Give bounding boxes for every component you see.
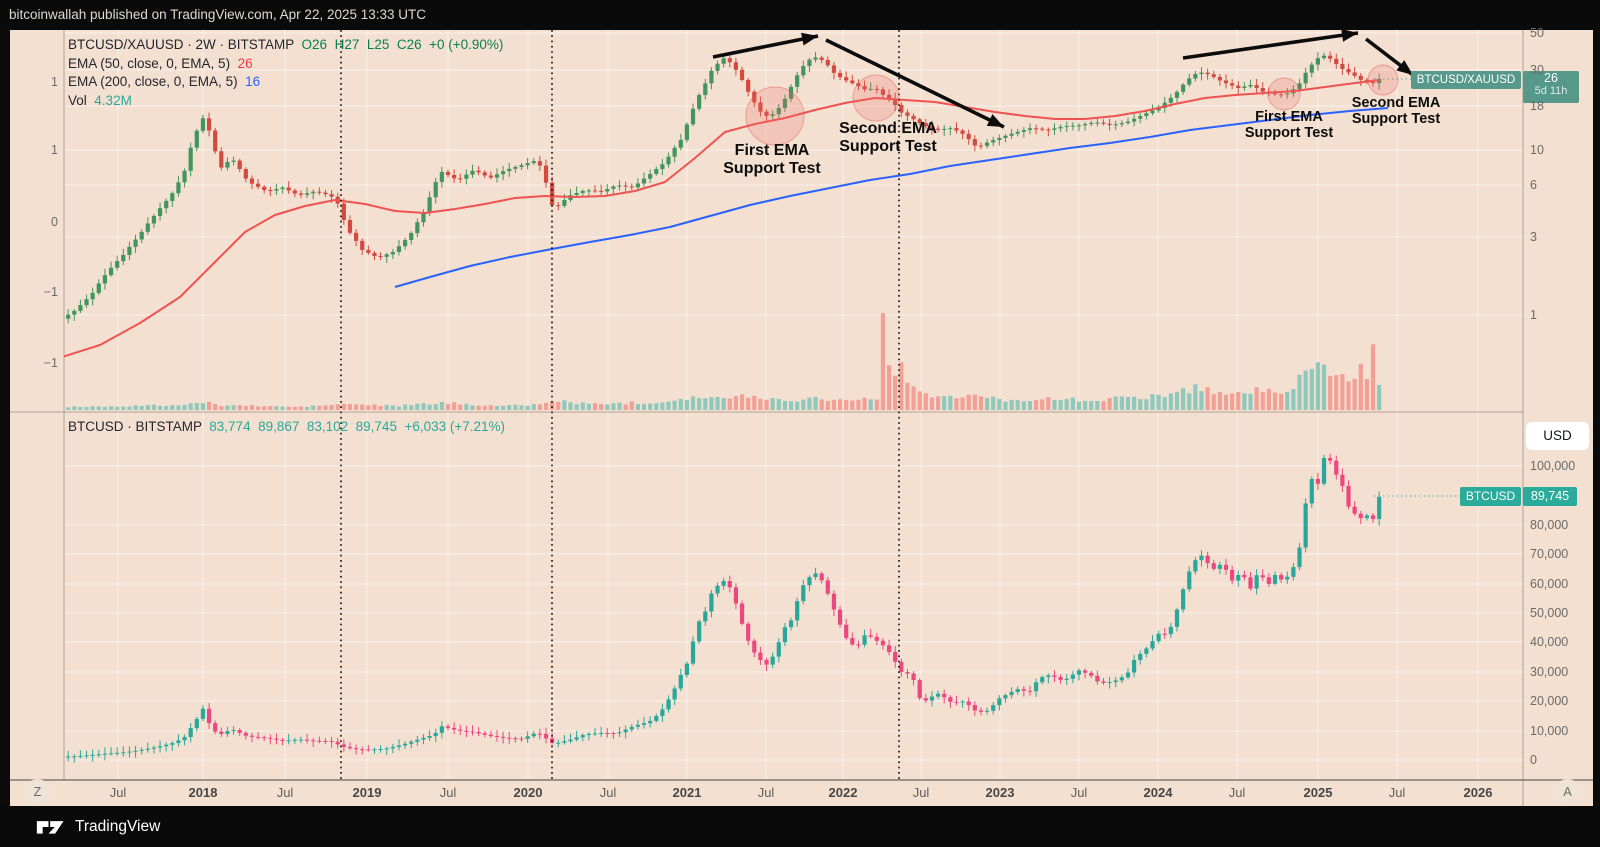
ratio-candle-countdown: 5d 11h bbox=[1534, 85, 1568, 97]
btc-legend: BTCUSD · BITSTAMP 83,774 89,867 83,102 8… bbox=[68, 419, 505, 434]
ratio-price-badge: 26 5d 11h bbox=[1523, 71, 1579, 103]
time-axis-month-label: Jul bbox=[1070, 785, 1088, 800]
time-axis-month-label: Jul bbox=[276, 785, 294, 800]
ratio-price-tick: 18 bbox=[1530, 99, 1544, 113]
footer-bar: TradingView bbox=[0, 806, 1600, 847]
ratio-legend-title-row: BTCUSD/XAUUSD · 2W · BITSTAMP O26 H27 L2… bbox=[68, 36, 503, 55]
time-axis-year-label: 2025 bbox=[1303, 785, 1333, 800]
btc-price-tick: 70,000 bbox=[1530, 547, 1569, 561]
ratio-price-tick: 1 bbox=[1530, 308, 1537, 322]
symbol-title: BTCUSD/XAUUSD · 2W · BITSTAMP bbox=[68, 37, 295, 52]
attribution-bar: bitcoinwallah published on TradingView.c… bbox=[0, 0, 1600, 30]
annotation-line1: First EMA bbox=[734, 142, 810, 159]
ratio-candles bbox=[66, 51, 1382, 324]
ratio-price-badge-symbol: BTCUSD/XAUUSD bbox=[1411, 71, 1521, 89]
time-axis-year-label: 2020 bbox=[513, 785, 543, 800]
grid-lines bbox=[64, 30, 1523, 780]
time-axis-month-label: Jul bbox=[439, 785, 457, 800]
ratio-legend: BTCUSD/XAUUSD · 2W · BITSTAMP O26 H27 L2… bbox=[68, 36, 503, 110]
time-axis-month-label: Jul bbox=[109, 785, 127, 800]
time-axis-year-label: 2018 bbox=[188, 785, 218, 800]
timeline-a-button[interactable]: A bbox=[1554, 779, 1581, 806]
footer-brand: TradingView bbox=[75, 817, 161, 835]
time-axis-month-label: Jul bbox=[757, 785, 775, 800]
annotation-line1: First EMA bbox=[1255, 109, 1323, 125]
ratio-left-axis-tick: 0 bbox=[51, 215, 58, 229]
ratio-price-tick: 10 bbox=[1530, 143, 1544, 157]
btc-candles bbox=[66, 453, 1382, 763]
btc-price-tick: 50,000 bbox=[1530, 606, 1569, 620]
btc-price-tick: 30,000 bbox=[1530, 665, 1569, 679]
volume-bars bbox=[66, 313, 1382, 410]
annotation-line2: Support Test bbox=[1351, 111, 1441, 127]
ema-test-highlight-circles bbox=[745, 64, 1399, 146]
time-axis-year-label: 2023 bbox=[985, 785, 1015, 800]
ema50-line bbox=[64, 79, 1381, 358]
timeline-z-button[interactable]: Z bbox=[24, 779, 51, 806]
annotation-line2: Support Test bbox=[723, 159, 821, 177]
btc-price-tick: 80,000 bbox=[1530, 518, 1569, 532]
currency-toggle-button[interactable]: USD bbox=[1526, 422, 1589, 450]
ohlc-values: O26 H27 L25 C26 +0 (+0.90%) bbox=[301, 37, 504, 52]
ema-support-annotation: First EMA Support Test bbox=[1245, 109, 1333, 141]
time-axis-year-label: 2019 bbox=[352, 785, 382, 800]
time-axis-month-label: Jul bbox=[1228, 785, 1246, 800]
annotation-line1: Second EMA bbox=[1351, 95, 1441, 111]
tradingview-logo-icon bbox=[36, 820, 64, 834]
ratio-price-tick: 30 bbox=[1530, 63, 1544, 77]
time-axis-year-label: 2021 bbox=[672, 785, 702, 800]
btc-price-tick: 60,000 bbox=[1530, 577, 1569, 591]
ema-support-annotation: Second EMA Support Test bbox=[1352, 95, 1441, 127]
btc-price-tick: 40,000 bbox=[1530, 635, 1569, 649]
attribution-text: bitcoinwallah published on TradingView.c… bbox=[9, 7, 427, 22]
ratio-left-axis-tick: −1 bbox=[43, 356, 58, 370]
btc-ohlc-values: 83,774 89,867 83,102 89,745 +6,033 (+7.2… bbox=[209, 419, 506, 434]
ratio-left-axis-tick: −1 bbox=[43, 285, 58, 299]
ratio-price-tick: 50 bbox=[1530, 26, 1544, 40]
btc-price-badge-value: 89,745 bbox=[1523, 487, 1577, 506]
ema-support-annotation: First EMA Support Test bbox=[723, 142, 820, 177]
time-axis-year-label: 2026 bbox=[1463, 785, 1493, 800]
ema200-legend-row: EMA (200, close, 0, EMA, 5) 16 bbox=[68, 73, 503, 92]
ratio-price-tick: 6 bbox=[1530, 178, 1537, 192]
ratio-price-badge-value: 26 bbox=[1544, 71, 1558, 85]
ema50-value: 26 bbox=[237, 55, 253, 71]
ratio-price-tick: 3 bbox=[1530, 230, 1537, 244]
btc-price-tick: 100,000 bbox=[1530, 459, 1576, 473]
time-axis-year-label: 2022 bbox=[828, 785, 858, 800]
panel-borders bbox=[10, 30, 1593, 806]
ema200-value: 16 bbox=[245, 74, 261, 89]
ema-support-annotation: Second EMA Support Test bbox=[839, 120, 937, 155]
btc-price-tick: 20,000 bbox=[1530, 694, 1569, 708]
time-axis-month-label: Jul bbox=[599, 785, 617, 800]
vol-label: Vol bbox=[68, 92, 87, 108]
btc-price-badge-symbol: BTCUSD bbox=[1460, 487, 1521, 506]
ratio-left-axis-tick: 1 bbox=[51, 143, 58, 157]
btc-price-tick: 0 bbox=[1530, 753, 1537, 767]
ema50-legend-row: EMA (50, close, 0, EMA, 5) 26 bbox=[68, 55, 503, 74]
annotation-line2: Support Test bbox=[1244, 125, 1334, 141]
ema200-line bbox=[394, 107, 1389, 288]
vol-value: 4.32M bbox=[94, 92, 132, 108]
annotation-line2: Support Test bbox=[839, 137, 937, 155]
annotation-line1: Second EMA bbox=[839, 120, 937, 137]
time-axis-year-label: 2024 bbox=[1143, 785, 1173, 800]
ema50-label: EMA (50, close, 0, EMA, 5) bbox=[68, 55, 231, 71]
ema200-label: EMA (200, close, 0, EMA, 5) bbox=[68, 74, 238, 89]
trend-arrows bbox=[712, 28, 1415, 129]
ratio-left-axis-tick: 1 bbox=[51, 75, 58, 89]
time-axis-month-label: Jul bbox=[912, 785, 930, 800]
volume-legend-row: Vol 4.32M bbox=[68, 92, 503, 111]
btc-price-tick: 10,000 bbox=[1530, 724, 1569, 738]
time-axis-month-label: Jul bbox=[1388, 785, 1406, 800]
btc-symbol-title: BTCUSD · BITSTAMP bbox=[68, 419, 202, 434]
